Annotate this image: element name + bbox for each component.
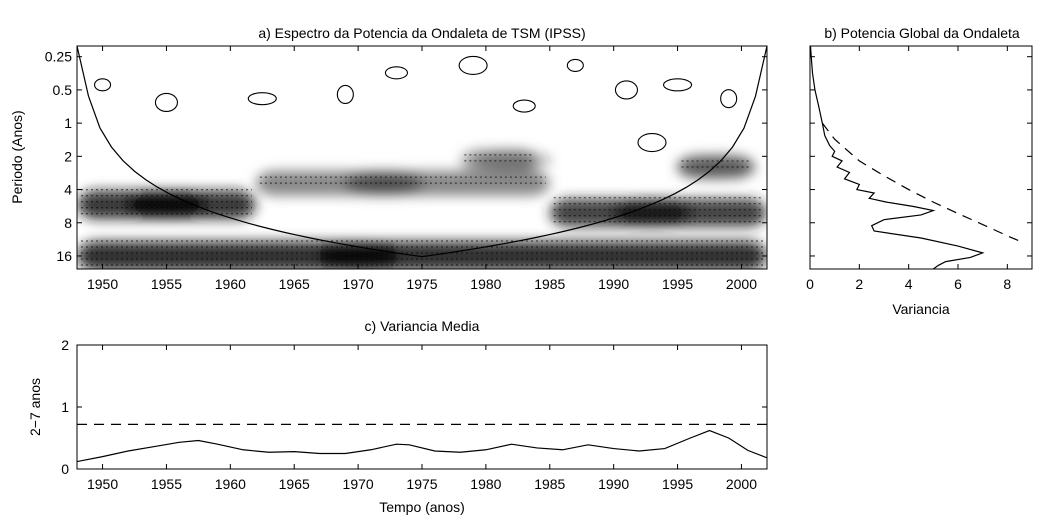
panel-c-x-ticks: 1950 1955 1960 1965 1970 1975 1980 1985 1990 1995…	[87, 345, 757, 492]
panel-b-x-ticks: 0 2 4 6 8	[806, 46, 1011, 292]
x-tick-label: 1965	[279, 276, 310, 292]
x-tick-label: 0	[806, 276, 814, 292]
x-tick-label: 1960	[215, 476, 246, 492]
significance-contour	[94, 78, 112, 92]
power-peak-2	[612, 199, 692, 226]
x-tick-label: 1995	[662, 476, 693, 492]
y-tick-label: 2	[64, 148, 72, 164]
panel-a-title: a) Espectro da Potencia da Ondaleta de T…	[258, 25, 585, 41]
significance-contour	[720, 89, 738, 109]
panel-a-y-ticks: 0.25 0.5 1 2 4 8 16	[45, 49, 767, 264]
x-tick-label: 2000	[726, 276, 757, 292]
y-tick-label: 1	[61, 399, 69, 415]
power-peak-3	[343, 171, 424, 195]
x-tick-label: 1960	[215, 276, 246, 292]
y-tick-label: 0.5	[53, 82, 73, 98]
significance-contour	[512, 99, 536, 113]
panel-c-xlabel: Tempo (anos)	[379, 499, 465, 515]
significance-contour	[663, 78, 693, 92]
y-tick-label: 2	[61, 337, 69, 353]
significance-contour	[336, 84, 354, 105]
x-tick-label: 4	[905, 276, 913, 292]
significance-contour	[247, 92, 277, 106]
power-band-0	[77, 241, 767, 269]
x-tick-label: 1980	[470, 476, 501, 492]
y-tick-label: 8	[64, 215, 72, 231]
panel-c-y-ticks: 0 1 2	[61, 337, 767, 477]
significance-contour	[154, 92, 178, 113]
global-power-line	[810, 46, 985, 269]
x-tick-label: 1980	[470, 276, 501, 292]
panel-c-frame	[76, 344, 768, 470]
x-tick-label: 1950	[87, 476, 118, 492]
panel-b-title: b) Potencia Global da Ondaleta	[824, 25, 1020, 41]
panel-c-title: c) Variancia Media	[365, 318, 480, 334]
panel-b-lines	[810, 46, 1023, 269]
y-tick-label: 0.25	[45, 49, 72, 65]
x-tick-label: 1950	[87, 276, 118, 292]
power-peak-1	[126, 191, 207, 219]
significance-line	[821, 122, 1023, 243]
panel-c: c) Variancia Media 2−7 anos 1950 1955 1960…	[27, 318, 768, 515]
x-tick-label: 1985	[534, 276, 565, 292]
panel-a: a) Espectro da Potencia da Ondaleta de T…	[9, 25, 768, 292]
x-tick-label: 1975	[406, 476, 437, 492]
x-tick-label: 1995	[662, 276, 693, 292]
y-tick-label: 1	[64, 115, 72, 131]
x-tick-label: 2000	[726, 476, 757, 492]
significance-contour	[458, 55, 488, 75]
y-tick-label: 0	[61, 461, 69, 477]
panel-b-frame	[809, 45, 1033, 270]
power-peak-0	[318, 242, 399, 269]
significance-contour	[614, 80, 638, 100]
x-tick-label: 1985	[534, 476, 565, 492]
cone-of-influence	[77, 46, 767, 258]
power-peak-5	[471, 150, 552, 172]
x-tick-label: 1975	[406, 276, 437, 292]
x-tick-label: 8	[1003, 276, 1011, 292]
scale-averaged-variance-line	[77, 429, 767, 463]
panel-a-frame	[76, 45, 768, 270]
x-tick-label: 1970	[343, 276, 374, 292]
panel-a-ylabel: Periodo (Anos)	[9, 110, 25, 203]
x-tick-label: 1955	[151, 476, 182, 492]
x-tick-label: 1990	[598, 476, 629, 492]
panel-b: b) Potencia Global da Ondaleta 0 2 4 6 8 Var…	[806, 25, 1033, 317]
y-tick-label: 4	[64, 182, 72, 198]
significance-contour	[566, 58, 584, 72]
panel-b-xlabel: Variancia	[892, 301, 950, 317]
x-tick-label: 1990	[598, 276, 629, 292]
panel-b-y-ticks	[810, 56, 1032, 257]
panel-a-x-ticks: 1950 1955 1960 1965 1970 1975 1980 1985 1990 1995…	[87, 46, 757, 292]
panel-a-contours	[81, 55, 763, 266]
significance-contour	[384, 66, 408, 80]
y-tick-label: 16	[56, 248, 72, 264]
power-peak-4	[675, 156, 756, 179]
panel-c-lines	[77, 423, 767, 463]
x-tick-label: 1955	[151, 276, 182, 292]
significance-contour	[637, 132, 667, 153]
x-tick-label: 2	[855, 276, 863, 292]
panel-c-ylabel: 2−7 anos	[27, 378, 43, 436]
x-tick-label: 1970	[343, 476, 374, 492]
x-tick-label: 6	[954, 276, 962, 292]
x-tick-label: 1965	[279, 476, 310, 492]
